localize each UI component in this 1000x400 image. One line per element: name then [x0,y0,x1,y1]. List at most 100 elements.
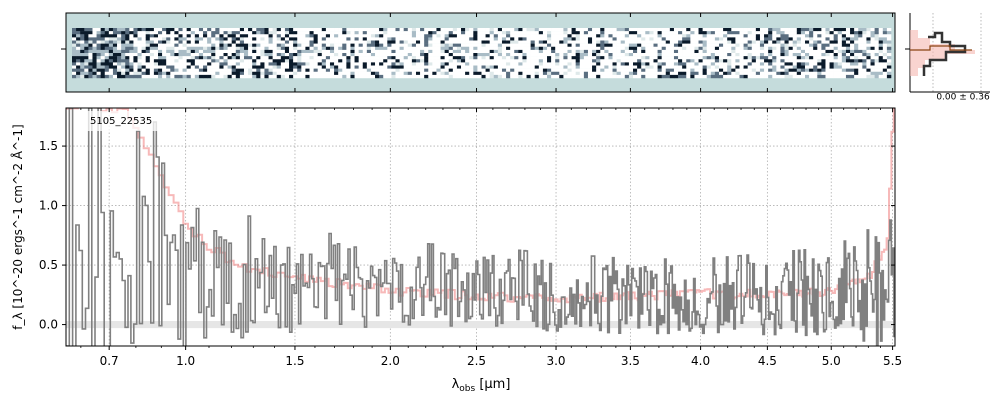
twod-pixel [76,62,81,66]
twod-pixel [379,71,384,76]
twod-pixel [608,65,613,69]
twod-pixel [522,40,527,44]
twod-pixel [698,28,703,32]
twod-pixel [628,40,634,44]
twod-pixel [481,40,486,44]
twod-pixel [759,68,765,72]
twod-pixel [424,68,429,72]
twod-pixel [751,43,757,47]
twod-pixel [424,34,429,38]
twod-pixel [227,65,232,69]
twod-pixel [203,49,208,54]
twod-pixel [313,56,318,60]
twod-pixel [366,49,372,54]
twod-pixel [719,34,724,38]
twod-pixel [366,43,372,47]
twod-pixel [813,37,818,41]
twod-pixel [886,37,892,41]
twod-pixel [252,46,257,51]
twod-pixel [506,62,511,66]
twod-pixel [252,56,257,60]
twod-pixel [293,59,298,63]
twod-pixel [231,68,237,72]
twod-pixel [153,31,159,35]
twod-pixel [587,59,593,63]
twod-pixel [182,40,187,44]
twod-pixel [231,65,237,69]
twod-pixel [239,40,245,44]
twod-pixel [383,71,388,76]
twod-pixel [108,71,114,76]
twod-pixel [751,34,757,38]
twod-pixel [80,56,85,60]
twod-pixel [358,28,364,32]
twod-pixel [448,53,454,57]
twod-pixel [723,31,728,35]
twod-pixel [759,62,765,66]
twod-pixel [551,68,556,72]
twod-pixel [837,65,843,69]
twod-pixel [411,40,417,44]
twod-pixel [321,43,327,47]
twod-pixel [309,53,314,57]
twod-pixel [727,40,732,44]
twod-pixel [239,65,245,69]
twod-pixel [596,62,601,66]
twod-pixel [112,49,118,54]
twod-pixel [248,40,253,44]
twod-pixel [747,49,753,54]
twod-pixel [469,56,474,60]
twod-pixel [223,34,228,38]
twod-pixel [714,56,720,60]
twod-pixel [211,74,216,79]
twod-pixel [690,62,695,66]
twod-pixel [731,68,736,72]
twod-pixel [813,53,818,57]
twod-pixel [166,49,171,54]
twod-pixel [567,37,572,41]
twod-pixel [563,56,568,60]
twod-pixel [108,40,114,44]
twod-pixel [510,46,515,51]
twod-pixel [170,43,175,47]
twod-pixel [845,49,851,54]
twod-pixel [256,56,261,60]
twod-pixel [506,46,511,51]
twod-pixel [149,31,155,35]
twod-pixel [522,68,527,72]
twod-pixel [628,74,634,79]
twod-pixel [108,56,114,60]
twod-pixel [522,65,527,69]
twod-pixel [624,62,630,66]
twod-pixel [862,46,867,51]
twod-pixel [289,37,294,41]
twod-pixel [485,43,490,47]
twod-pixel [735,56,740,60]
twod-pixel [620,59,626,63]
twod-pixel [727,65,732,69]
twod-pixel [563,46,568,51]
twod-pixel [465,71,470,76]
twod-pixel [600,43,605,47]
twod-pixel [735,68,740,72]
twod-pixel [886,59,892,63]
twod-pixel [624,34,630,38]
twod-pixel [735,49,740,54]
twod-pixel [235,74,241,79]
twod-pixel [313,31,318,35]
twod-pixel [555,40,560,44]
twod-pixel [665,62,671,66]
twod-pixel [678,49,683,54]
twod-pixel [268,34,273,38]
twod-pixel [190,34,196,38]
twod-pixel [493,37,499,41]
twod-pixel [375,53,380,57]
twod-pixel [768,71,773,76]
twod-pixel [354,28,359,32]
twod-pixel [489,71,495,76]
twod-pixel [399,71,404,76]
twod-pixel [395,62,400,66]
twod-pixel [714,59,720,63]
twod-pixel [735,74,740,79]
twod-pixel [878,65,884,69]
